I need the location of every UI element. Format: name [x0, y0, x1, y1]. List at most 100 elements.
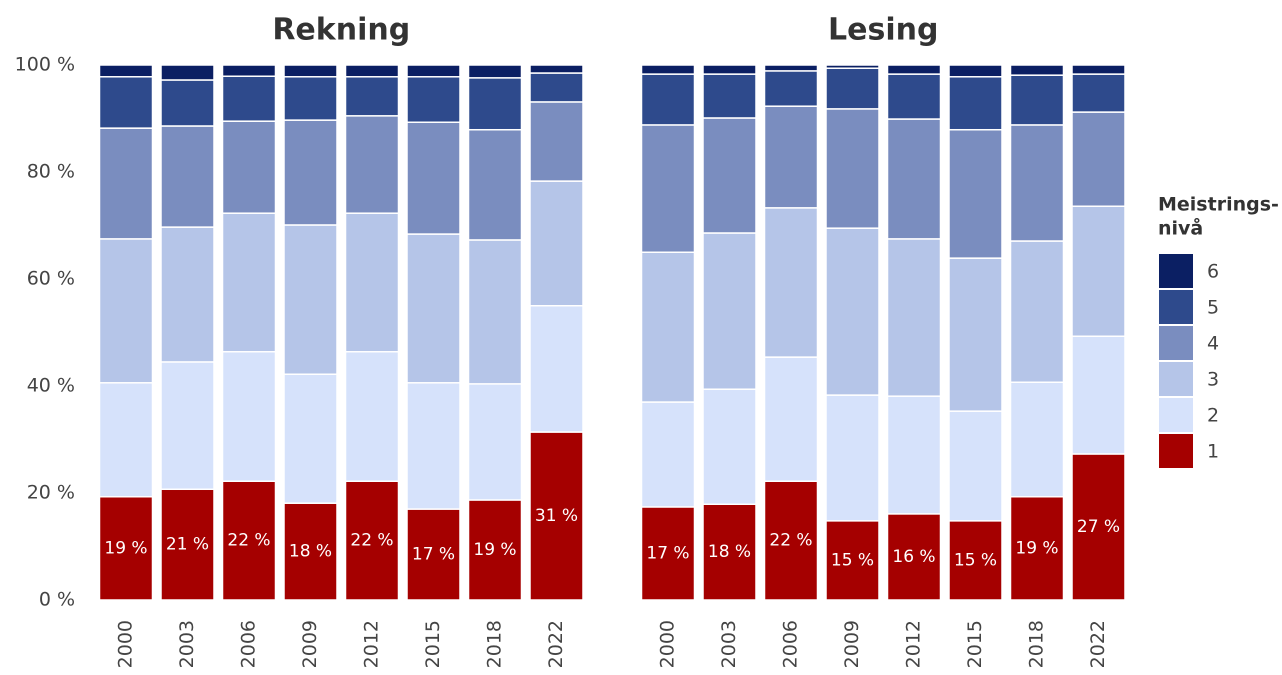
value-label: 19 %: [1015, 538, 1058, 558]
legend-label: 4: [1207, 333, 1219, 355]
legend-swatch: [1159, 398, 1193, 432]
bar-segment: [640, 64, 696, 75]
bar-segment: [98, 76, 154, 129]
bar-segment: [1071, 73, 1126, 113]
bar-segment: [344, 76, 400, 117]
x-tick-label: 2012: [361, 620, 383, 668]
bar-segment: [160, 226, 215, 363]
bar-segment: [283, 373, 338, 504]
y-tick-label: 60 %: [27, 268, 75, 290]
bar-segment: [1009, 495, 1065, 601]
bar-segment: [1071, 205, 1126, 337]
bar-segment: [529, 180, 584, 307]
bar-segment: [1071, 335, 1126, 455]
bar-segment: [283, 502, 338, 601]
value-label: 15 %: [954, 550, 997, 570]
bar-segment: [344, 212, 400, 353]
chart-title: Rekning: [272, 13, 410, 48]
bar-segment: [98, 238, 154, 384]
y-tick-label: 40 %: [27, 375, 75, 397]
bar-segment: [98, 382, 154, 498]
bar-segment: [467, 499, 523, 601]
bar-segment: [886, 64, 942, 75]
bar-segment: [763, 64, 819, 72]
bar-segment: [702, 503, 757, 601]
bar-segment: [1071, 111, 1126, 207]
y-tick-label: 20 %: [27, 482, 75, 504]
legend-label: 3: [1207, 369, 1219, 391]
value-label: 18 %: [708, 542, 751, 562]
bar-segment: [467, 64, 523, 79]
bar-segment: [221, 120, 277, 214]
bar-segment: [467, 239, 523, 385]
bar-segment: [406, 233, 461, 384]
y-tick-label: 80 %: [27, 161, 75, 183]
bar-segment: [763, 207, 819, 358]
bar-segment: [1071, 64, 1126, 75]
x-tick-label: 2022: [545, 620, 567, 668]
value-label: 31 %: [535, 506, 578, 526]
value-label: 19 %: [104, 538, 147, 558]
legend-swatch: [1159, 326, 1193, 360]
x-tick-label: 2022: [1087, 620, 1109, 668]
bar-segment: [702, 73, 757, 119]
legend-swatch: [1159, 362, 1193, 396]
bar-segment: [221, 64, 277, 77]
value-label: 21 %: [166, 535, 209, 555]
x-tick-label: 2012: [903, 620, 925, 668]
bar-segment: [344, 64, 400, 78]
legend-swatch: [1159, 254, 1193, 288]
bar-segment: [763, 105, 819, 209]
bar-segment: [640, 73, 696, 126]
legend-label: 2: [1207, 405, 1219, 427]
value-label: 22 %: [350, 531, 393, 551]
bar-segment: [160, 488, 215, 601]
bar-segment: [948, 76, 1003, 131]
x-tick-label: 2018: [484, 620, 506, 668]
bar-segment: [1009, 64, 1065, 76]
bar-segment: [948, 64, 1003, 78]
bar-segment: [344, 351, 400, 482]
bar-segment: [529, 64, 584, 74]
bar-segment: [640, 506, 696, 601]
bar-segment: [98, 127, 154, 240]
value-label: 17 %: [412, 545, 455, 565]
value-label: 15 %: [831, 550, 874, 570]
bar-segment: [886, 395, 942, 515]
bar-segment: [467, 77, 523, 131]
x-tick-label: 2009: [299, 620, 321, 668]
bar-segment: [344, 480, 400, 601]
bar-segment: [160, 125, 215, 228]
bar-segment: [406, 76, 461, 123]
legend-title: nivå: [1158, 216, 1203, 240]
bar-segment: [763, 480, 819, 601]
x-tick-label: 2009: [841, 620, 863, 668]
bar-segment: [1009, 381, 1065, 498]
bar-segment: [948, 128, 1003, 259]
legend-swatch: [1159, 290, 1193, 324]
bar-segment: [1009, 240, 1065, 384]
chart-title: Lesing: [828, 13, 938, 48]
bar-segment: [529, 305, 584, 433]
legend-label: 5: [1207, 297, 1219, 319]
x-tick-label: 2000: [115, 620, 137, 668]
bar-segment: [1009, 74, 1065, 126]
bar-segment: [283, 119, 338, 226]
bar-segment: [406, 508, 461, 601]
y-tick-label: 100 %: [15, 54, 75, 76]
bar-segment: [344, 115, 400, 214]
bar-segment: [825, 67, 880, 110]
bar-segment: [948, 257, 1003, 412]
value-label: 27 %: [1077, 517, 1120, 537]
bar-segment: [886, 118, 942, 240]
bar-segment: [98, 495, 154, 601]
y-tick-label: 0 %: [39, 589, 75, 611]
x-tick-label: 2003: [176, 620, 198, 668]
x-tick-label: 2015: [964, 620, 986, 668]
value-label: 17 %: [646, 543, 689, 563]
value-label: 19 %: [473, 540, 516, 560]
bar-segment: [467, 383, 523, 501]
legend-label: 6: [1207, 261, 1219, 283]
bar-segment: [221, 75, 277, 122]
